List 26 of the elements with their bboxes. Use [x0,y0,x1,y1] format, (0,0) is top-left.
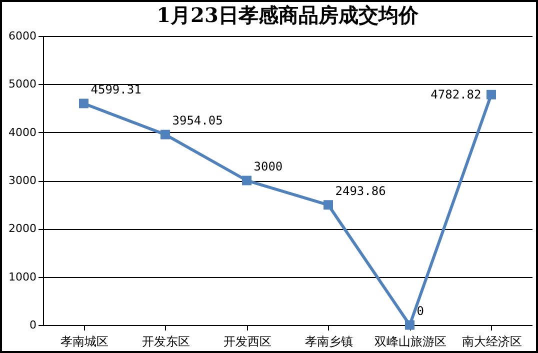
data-label: 4782.82 [430,88,482,102]
data-label: 3954.05 [172,114,223,128]
chart-title: 1月23日孝感商品房成交均价 [156,3,420,27]
point [160,130,170,140]
y-tick-label: 5000 [8,78,36,91]
x-tick-label: 孝南乡镇 [304,334,353,348]
y-tick-label: 0 [30,318,36,332]
y-tick-label: 2000 [8,222,36,236]
x-tick-label: 开发东区 [142,334,190,348]
y-tick-label: 1000 [8,270,36,284]
point [79,98,88,108]
data-label: 0 [416,304,424,318]
point [486,90,496,100]
x-tick-label: 南大经济区 [462,334,522,348]
x-tick-label: 孝南城区 [60,334,108,348]
data-label: 3000 [254,160,283,174]
x-tick-label: 双峰山旅游区 [374,334,446,348]
y-tick-label: 6000 [8,30,36,42]
point [324,200,333,210]
point [405,320,414,330]
data-label: 2493.86 [335,184,386,198]
y-tick-label: 4000 [8,126,36,139]
y-tick-label: 3000 [8,174,36,187]
x-tick-label: 开发西区 [223,334,272,348]
point [242,176,252,186]
data-label: 4599.31 [90,82,142,96]
